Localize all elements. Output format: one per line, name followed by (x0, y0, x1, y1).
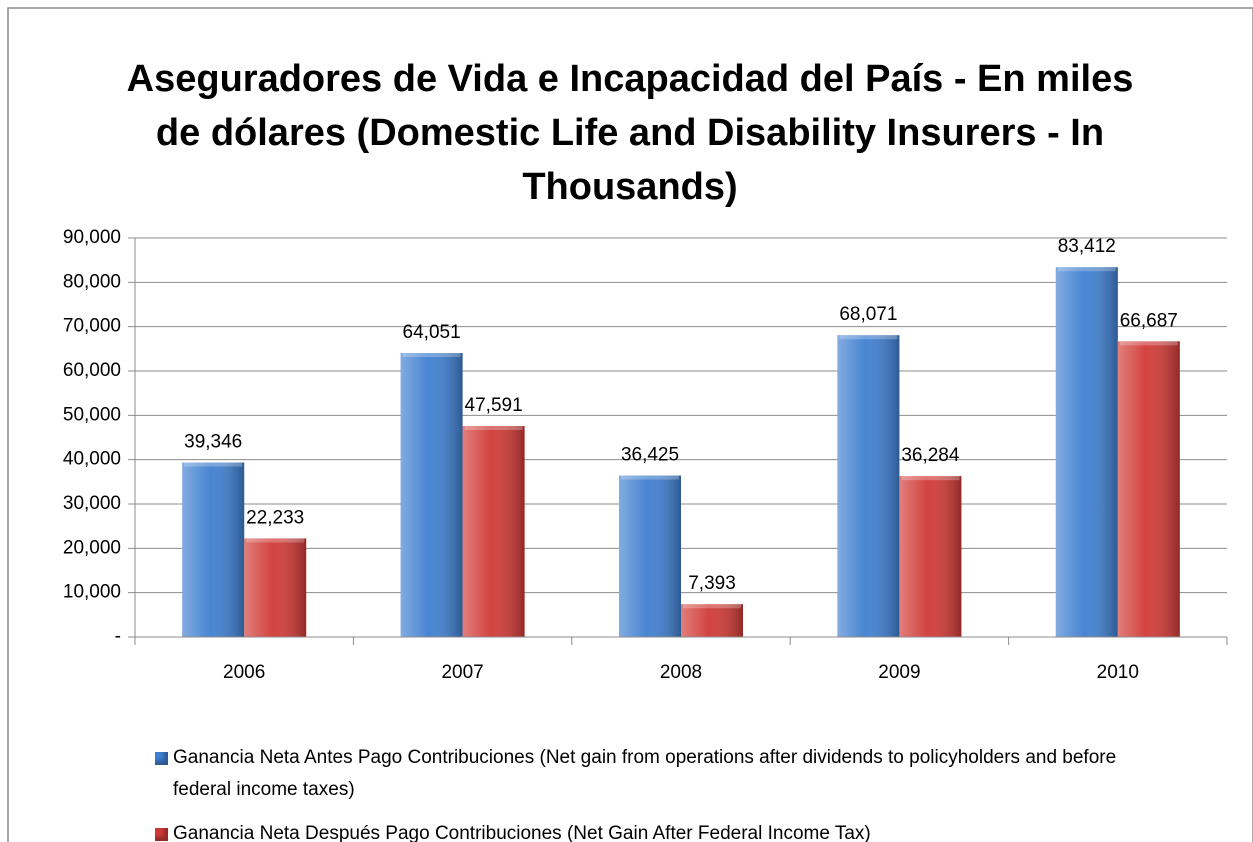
y-tick-label: 80,000 (63, 271, 121, 292)
bar-cap (464, 426, 523, 431)
data-label: 68,071 (839, 304, 897, 325)
data-label: 7,393 (688, 573, 736, 594)
y-tick-label: 30,000 (63, 493, 121, 514)
bar-cap (184, 462, 243, 467)
data-label: 64,051 (403, 322, 461, 343)
bar-shade (400, 353, 463, 637)
legend-label: Ganancia Neta Después Pago Contribucione… (173, 823, 871, 842)
x-tick-label: 2008 (660, 662, 702, 683)
bar-shade (837, 335, 900, 637)
bar-cap (1057, 267, 1116, 272)
y-tick-label: 70,000 (63, 316, 121, 337)
bar-cap (246, 538, 305, 543)
y-tick-label: 40,000 (63, 449, 121, 470)
bar-cap (901, 476, 960, 481)
data-label: 66,687 (1120, 310, 1178, 331)
y-tick-label: 90,000 (63, 227, 121, 248)
bar-cap (839, 335, 898, 340)
legend-label: Ganancia Neta Antes Pago Contribuciones … (173, 747, 1117, 800)
bar-cap (402, 353, 461, 358)
x-tick-label: 2009 (878, 662, 920, 683)
bar-shade (1055, 267, 1118, 637)
bar-shade (244, 538, 307, 637)
y-tick-label: 50,000 (63, 404, 121, 425)
x-tick-label: 2010 (1097, 662, 1139, 683)
bar-shade (681, 604, 743, 637)
bar-shade (182, 462, 245, 637)
data-label: 39,346 (184, 432, 242, 453)
y-tick-label: - (115, 626, 121, 647)
legend-key (155, 828, 168, 841)
legend: Ganancia Neta Antes Pago Contribuciones … (155, 742, 1135, 842)
data-label: 36,425 (621, 445, 679, 466)
x-tick-label: 2007 (441, 662, 483, 683)
bar-shade (619, 475, 681, 637)
y-tick-label: 60,000 (63, 360, 121, 381)
data-label: 47,591 (465, 395, 523, 416)
legend-item: Ganancia Neta Antes Pago Contribuciones … (155, 742, 1135, 806)
y-tick-label: 20,000 (63, 537, 121, 558)
y-tick-label: 10,000 (63, 582, 121, 603)
chart-border (7, 7, 1253, 842)
bar-shade (462, 426, 525, 637)
bar-cap (621, 475, 679, 480)
data-label: 22,233 (246, 507, 304, 528)
bar-shade (1117, 341, 1180, 637)
data-label: 83,412 (1058, 236, 1116, 257)
chart-title: Aseguradores de Vida e Incapacidad del P… (126, 58, 1134, 208)
legend-item: Ganancia Neta Después Pago Contribucione… (155, 818, 1135, 842)
bar-shade (899, 476, 962, 637)
bar-cap (683, 604, 741, 609)
x-tick-label: 2006 (223, 662, 265, 683)
legend-key (155, 752, 168, 765)
data-label: 36,284 (901, 445, 960, 466)
bar-cap (1119, 341, 1178, 346)
